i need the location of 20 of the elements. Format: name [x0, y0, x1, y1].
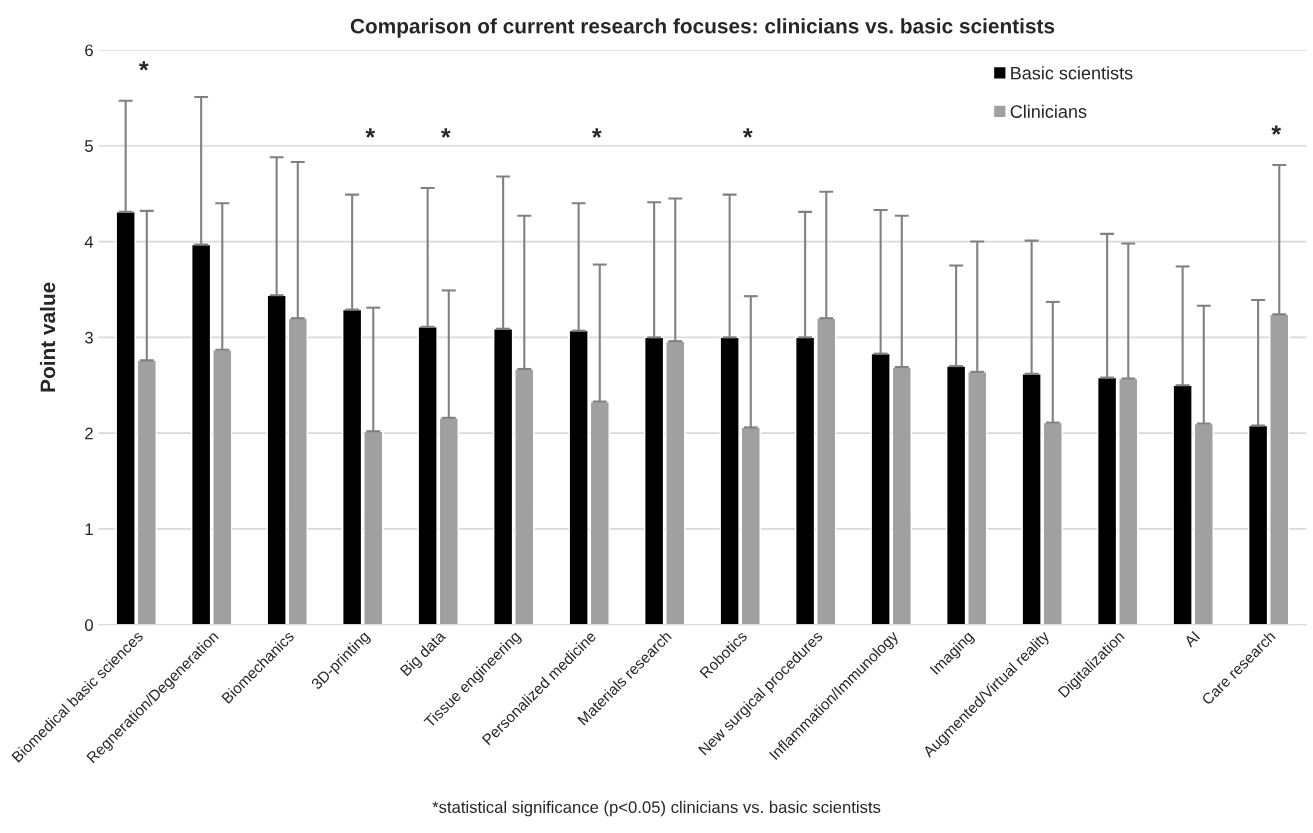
y-tick-label: 0 — [85, 619, 93, 631]
y-axis-title: Point value — [39, 282, 56, 392]
chart-title: Comparison of current research focuses: clinicians vs. basic scientists — [350, 18, 1055, 38]
text: *statistical significance (p<0.05) clinicians vs. basic scientists — [432, 800, 881, 817]
annotation: * — [440, 128, 451, 138]
y-tick-label: 4 — [84, 236, 94, 248]
legend-label: Basic scientists — [1011, 66, 1133, 80]
legend-label: Clinicians — [1010, 104, 1087, 118]
annotation: * — [591, 128, 602, 138]
annotation: * — [365, 128, 376, 138]
x-tick-label: AI — [1183, 631, 1201, 648]
annotation: * — [742, 128, 753, 138]
y-tick-label: 5 — [85, 140, 93, 152]
y-tick-label: 2 — [85, 427, 93, 440]
annotation: * — [138, 61, 149, 71]
annotation: * — [1271, 125, 1282, 135]
y-tick-label: 3 — [84, 331, 93, 344]
y-tick-label: 6 — [85, 44, 93, 57]
x-tick-label: Big data — [399, 629, 449, 679]
y-tick-label: 1 — [85, 523, 93, 535]
